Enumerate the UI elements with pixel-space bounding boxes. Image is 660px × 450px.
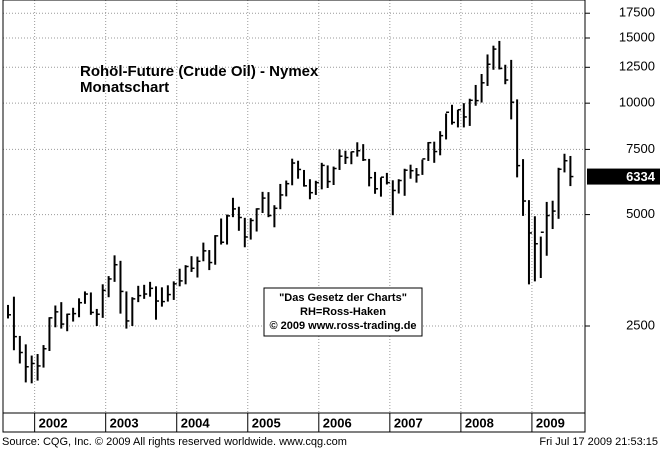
y-tick-label: 5000 [626,206,655,221]
x-tick-label: 2002 [39,415,68,430]
y-tick-label: 17500 [619,5,655,20]
y-tick-label: 10000 [619,95,655,110]
x-tick-label: 2005 [252,415,281,430]
x-tick-label: 2003 [110,415,139,430]
x-tick-label: 2009 [536,415,565,430]
y-tick-label: 15000 [619,29,655,44]
annotation-box [263,287,423,337]
annotation-line: RH=Ross-Haken [300,306,386,318]
plot-frame [2,0,586,414]
x-tick-label: 2004 [181,415,211,430]
x-tick-label: 2008 [465,415,494,430]
y-tick-label: 7500 [626,141,655,156]
annotation-line: "Das Gesetz der Charts" [279,292,407,304]
x-axis-strip [2,412,586,433]
source: Source: CQG, Inc. © 2009 All rights rese… [2,436,347,448]
last-price-box [587,168,660,185]
plot: 2500 5000 7500 10000 12500 15000 17500 2002 2003… [2,0,655,433]
y-tick-label: 12500 [619,59,655,74]
last-price-label: 6334 [626,169,656,184]
chart-title: Rohöl-Future (Crude Oil) - Nymex [80,63,319,80]
timestamp: Fri Jul 17 2009 21:53:15 [539,436,658,448]
chart-subtitle: Monatschart [80,79,169,96]
x-tick-label: 2006 [323,415,352,430]
annotation-line: © 2009 www.ross-trading.de [269,320,416,332]
x-tick-label: 2007 [394,415,423,430]
y-tick-label: 2500 [626,317,655,332]
